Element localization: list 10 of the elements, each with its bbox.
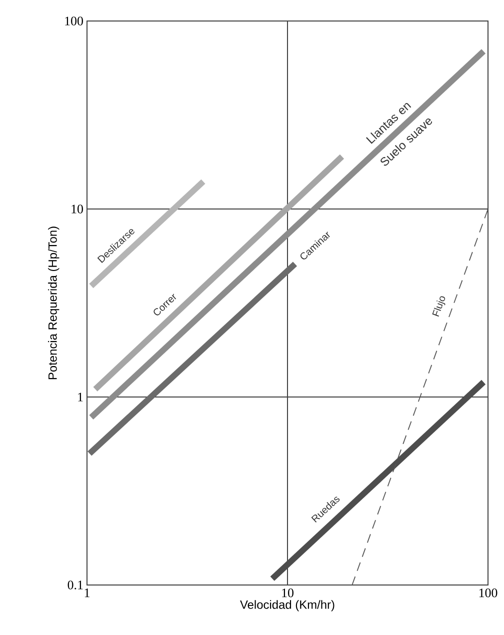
y-axis-title: Potencia Requerida (Hp/Ton) — [48, 226, 60, 380]
x-axis-title: Velocidad (Km/hr) — [240, 600, 334, 612]
y-tick-label: 100 — [65, 16, 83, 26]
y-tick-label: 10 — [72, 204, 83, 214]
text: Flujo — [432, 296, 446, 317]
x-tick-label: 10 — [282, 588, 294, 598]
x-tick-label: 100 — [479, 588, 498, 598]
y-tick-label: 0.1 — [68, 580, 83, 590]
x-tick-label: 1 — [84, 588, 90, 598]
y-tick-label: 1 — [78, 392, 83, 402]
